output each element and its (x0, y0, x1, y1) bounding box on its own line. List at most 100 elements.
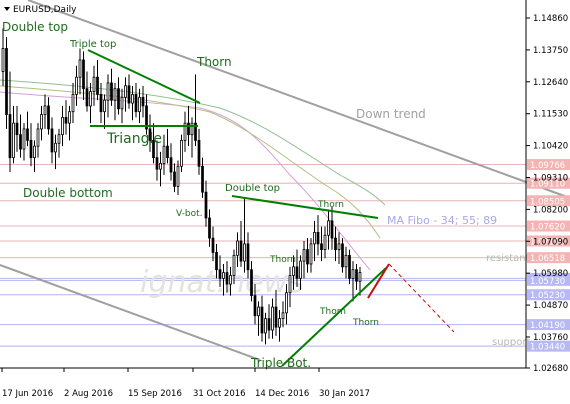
level-tag-text: 1.05230 (530, 291, 565, 301)
candle-body (222, 272, 225, 279)
candle-body (292, 266, 295, 276)
candle-body (78, 59, 82, 78)
symbol-header[interactable]: EURUSD,Daily (4, 5, 77, 15)
level-tag (527, 340, 570, 352)
candle-body (15, 122, 19, 136)
y-tick-label: 1.09310 (533, 173, 568, 183)
candle-body (166, 145, 169, 159)
level-tag (527, 319, 570, 331)
candle-body (131, 94, 134, 104)
candle-body (348, 254, 351, 279)
level-tag (527, 252, 570, 264)
candle-body (337, 243, 341, 251)
y-tick-label: 1.05980 (533, 269, 568, 279)
forecast-up-line (367, 263, 390, 299)
level-tag-text: 1.07620 (530, 223, 565, 233)
annotation-triangle: Triangle (106, 131, 162, 147)
x-tick-label: 17 Jun 2016 (2, 389, 53, 399)
candle-body (197, 140, 201, 167)
candle-body (117, 88, 120, 110)
x-tick-label: 30 Jan 2017 (319, 389, 370, 399)
x-tick-label: 2 Aug 2016 (64, 389, 113, 399)
annotation-support: support (492, 337, 530, 348)
y-tick-label: 1.14860 (533, 14, 568, 24)
level-tag-text: 1.03440 (530, 343, 565, 353)
candles (1, 28, 362, 345)
candle-body (8, 114, 12, 159)
candle-body (201, 165, 204, 193)
candle-body (225, 272, 229, 285)
candle-body (54, 142, 57, 153)
symbol-label: EURUSD,Daily (13, 5, 77, 15)
level-tag (527, 159, 570, 171)
annotation-triple-top: Triple top (69, 39, 116, 50)
candle-body (313, 231, 316, 245)
candle-body (243, 243, 246, 262)
level-tag (527, 195, 570, 207)
candle-body (57, 134, 61, 144)
candle-body (47, 105, 50, 130)
annotation-thorn-3: Thorn (269, 255, 296, 265)
candle-body (260, 306, 264, 334)
y-tick-label: 1.02680 (533, 364, 568, 374)
level-tag-text: 1.09766 (530, 161, 565, 171)
level-tag (527, 274, 570, 286)
candle-body (344, 254, 348, 268)
candle-body (26, 128, 29, 141)
level-tag (527, 235, 570, 247)
candle-body (278, 318, 281, 328)
candle-body (75, 76, 78, 95)
forecast-arrow (367, 263, 455, 333)
candle-body (106, 82, 110, 101)
candle-body (323, 234, 327, 251)
triangle-upper-line (87, 49, 201, 104)
annotation-double-top-2: Double top (225, 183, 280, 194)
candle-body (33, 145, 36, 159)
candle-body (99, 94, 103, 113)
candle-body (246, 243, 250, 271)
level-tag (527, 220, 570, 232)
candle-body (257, 306, 260, 317)
candle-body (204, 191, 208, 219)
candle-body (320, 243, 323, 251)
candle-body (180, 140, 183, 167)
candle-body (208, 217, 211, 239)
x-tick-label: 14 Dec 2016 (255, 389, 309, 399)
y-tick-label: 1.10420 (533, 142, 568, 152)
candle-body (148, 128, 152, 141)
channel-lower-line (0, 264, 261, 361)
candle-body (341, 243, 344, 268)
candle-body (159, 163, 162, 170)
forecast-down-line (388, 263, 455, 333)
support-trendline (281, 267, 387, 367)
annotation-ma-fibo: MA Fibo - 34; 55; 89 (387, 214, 497, 227)
y-tick-label: 1.04870 (533, 301, 568, 311)
candle-body (12, 122, 15, 159)
candle-body (127, 85, 131, 104)
candle-body (239, 240, 243, 262)
annotation-thorn-4: Thorn (319, 307, 346, 317)
candle-body (110, 82, 113, 101)
candle-body (194, 122, 197, 141)
candle-body (250, 269, 253, 296)
candle-body (92, 76, 96, 92)
dropdown-triangle-icon[interactable] (4, 7, 10, 11)
candle-body (96, 76, 99, 95)
annotations: Double top Triple top Thorn Triangle Dou… (2, 20, 530, 370)
candle-body (309, 243, 313, 265)
candle-body (334, 237, 337, 251)
resistance-trendline (231, 195, 379, 219)
channel-upper-line (27, 0, 527, 183)
candle-body (316, 231, 320, 245)
candle-body (173, 171, 176, 187)
level-price-tags: 1.09766 1.09110 1.08505 1.07620 1.07100 1.065… (527, 159, 570, 353)
candle-body (50, 128, 54, 153)
annotation-thorn-5: Thorn (352, 318, 379, 328)
horizontal-levels (0, 164, 526, 347)
candle-body (358, 272, 362, 282)
candle-body (236, 240, 239, 256)
level-tag-text: 1.09110 (530, 180, 565, 190)
